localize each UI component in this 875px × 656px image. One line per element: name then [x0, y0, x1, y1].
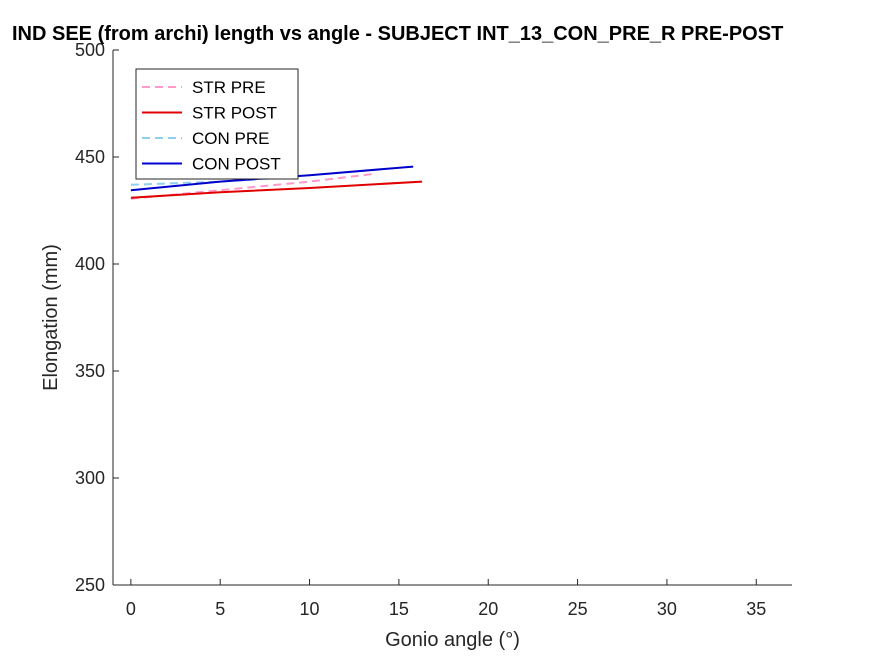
legend: STR PRE STR POST CON PRE CON POST [135, 68, 299, 180]
plot-area [112, 50, 792, 586]
x-tick-label: 20 [478, 599, 498, 619]
y-tick-label: 500 [75, 40, 105, 60]
x-axis: 0 5 10 15 20 25 30 35 [126, 579, 766, 619]
y-tick-label: 450 [75, 147, 105, 167]
legend-entry-label: CON POST [192, 155, 281, 174]
series-line-con-pre [130, 177, 274, 186]
x-tick-label: 0 [126, 599, 136, 619]
x-axis-label: Gonio angle (°) [385, 629, 520, 651]
x-tick-label: 25 [568, 599, 588, 619]
legend-entry-label: STR PRE [192, 78, 266, 97]
series-line-str-post [130, 180, 423, 199]
y-tick-label: 350 [75, 361, 105, 381]
y-tick-label: 400 [75, 254, 105, 274]
y-axis-label: Elongation (mm) [40, 244, 62, 391]
legend-entry-label: CON PRE [192, 129, 269, 148]
y-tick-label: 250 [75, 575, 105, 595]
x-tick-label: 5 [215, 599, 225, 619]
x-tick-label: 30 [657, 599, 677, 619]
y-tick-label: 300 [75, 468, 105, 488]
chart-title: IND SEE (from archi) length vs angle - S… [12, 23, 783, 45]
x-tick-label: 10 [300, 599, 320, 619]
y-axis: 250 300 350 400 450 500 [75, 40, 119, 595]
x-tick-label: 15 [389, 599, 409, 619]
legend-entry-label: STR POST [192, 104, 277, 123]
x-tick-label: 35 [746, 599, 766, 619]
